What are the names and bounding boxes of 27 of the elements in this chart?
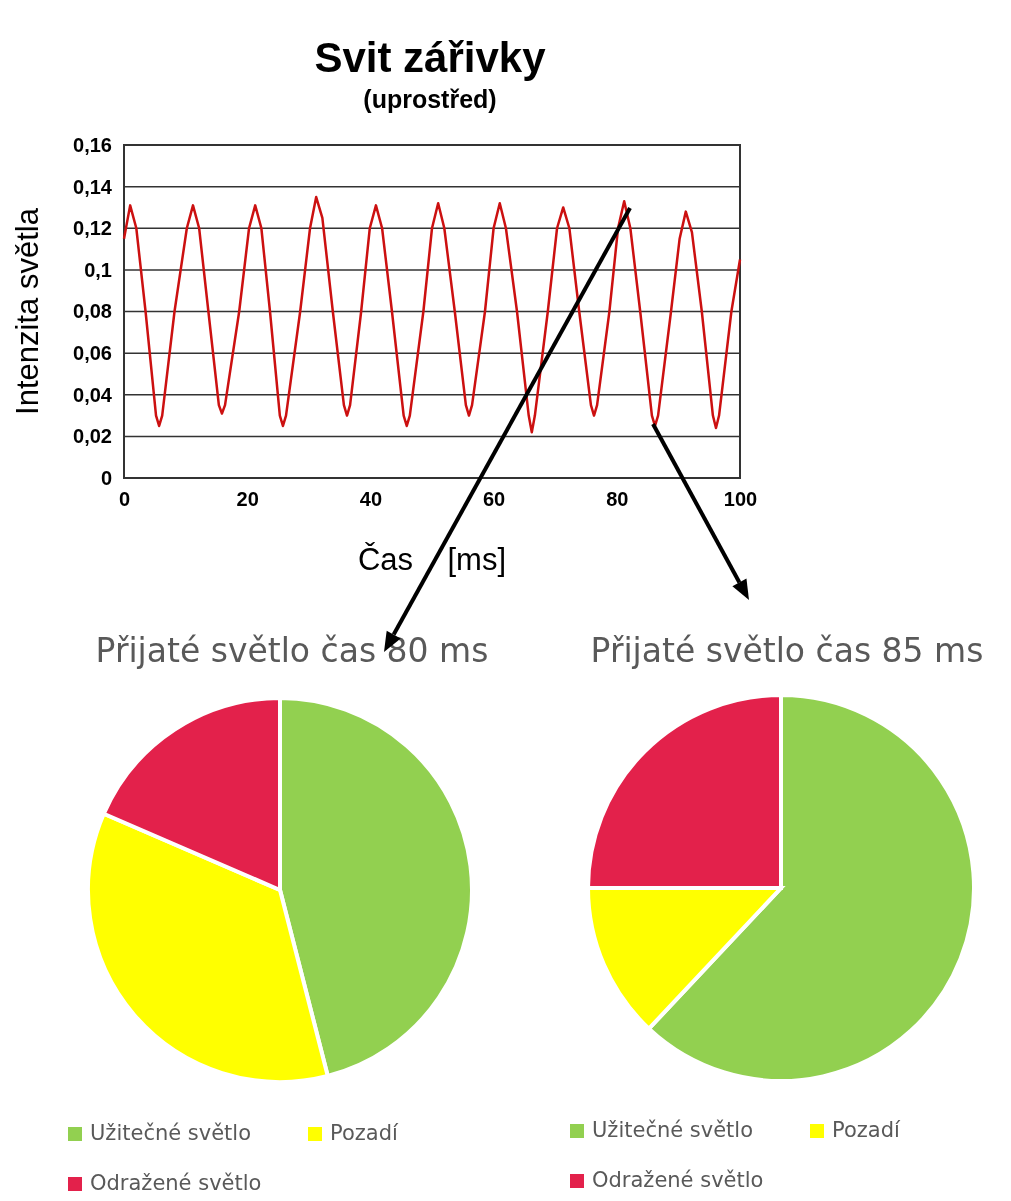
legend-label: Užitečné světlo: [90, 1121, 252, 1145]
y-tick-label: 0: [100, 466, 112, 489]
x-tick-label: 0: [118, 488, 131, 511]
y-tick-label: 0,1: [84, 258, 112, 281]
y-tick-label: 0,14: [73, 175, 113, 198]
legend-label: Odražené světlo: [592, 1168, 764, 1192]
y-tick-label: 0,12: [73, 217, 112, 240]
legend-label: Pozadí: [330, 1121, 399, 1145]
y-tick-label: 0,06: [73, 342, 112, 365]
y-tick-label: 0,02: [73, 425, 112, 448]
chart-title: Přijaté světlo čas 85 ms: [590, 631, 984, 670]
legend-label: Užitečné světlo: [592, 1118, 754, 1142]
x-tick-label: 40: [359, 488, 383, 511]
chart-subtitle: (uprostřed): [363, 85, 497, 113]
y-tick-label: 0,04: [73, 383, 113, 406]
legend-label: Pozadí: [832, 1118, 901, 1142]
x-tick-label: 60: [482, 488, 506, 511]
chart-title: Svit zářivky: [314, 34, 547, 81]
x-tick-label: 100: [723, 488, 758, 511]
y-tick-label: 0,16: [73, 133, 112, 156]
x-tick-label: 80: [606, 488, 629, 511]
legend-label: Odražené světlo: [90, 1171, 262, 1195]
x-axis-title: Čas [ms]: [357, 542, 507, 577]
y-axis-title: Intenzita světla: [10, 207, 45, 415]
x-tick-label: 20: [236, 488, 259, 511]
line-series: [122, 195, 742, 434]
y-tick-label: 0,08: [73, 300, 112, 323]
